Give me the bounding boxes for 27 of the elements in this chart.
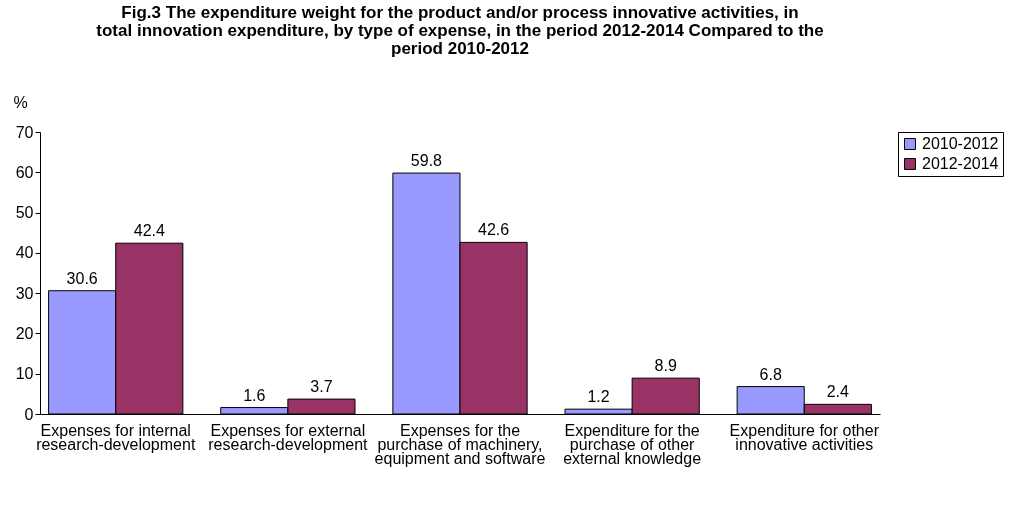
y-tick-label: 40 — [15, 244, 34, 262]
data-label: 3.7 — [310, 378, 333, 396]
data-label: 30.6 — [66, 269, 98, 287]
y-tick-label: 50 — [15, 204, 34, 222]
y-tick-label: 20 — [15, 324, 34, 342]
x-tick-label: Expenditure for the purchase of other external knowledge — [563, 421, 702, 467]
y-tick-label: 30 — [15, 284, 34, 302]
y-tick-label: 0 — [24, 405, 34, 423]
chart-title: Fig.3 The expenditure weight for the product and/or process innovative activities, in total innovation expenditure, by type of expense, in the period 2012-2014 Compared to the period 2010-2012 — [96, 3, 824, 58]
y-tick-label: 60 — [15, 163, 34, 181]
data-label: 6.8 — [759, 365, 782, 383]
data-label: 1.2 — [587, 388, 610, 406]
legend-label: 2012-2014 — [922, 155, 999, 172]
data-label: 59.8 — [410, 152, 443, 170]
y-tick-label: 10 — [15, 365, 34, 383]
y-axis-title: % — [13, 93, 28, 111]
data-label: 2.4 — [826, 383, 850, 401]
x-tick-label: Expenditure for other innovative activities — [729, 421, 880, 453]
x-tick-label: Expenses for the purchase of machinery, equipment and software — [374, 421, 546, 467]
data-label: 1.6 — [243, 386, 266, 404]
x-tick-label: Expenses for internal research-development — [36, 421, 196, 453]
legend-label: 2010-2012 — [922, 135, 999, 152]
x-tick-label: Expenses for external research-development — [208, 421, 369, 453]
y-tick-label: 70 — [15, 123, 34, 141]
data-label: 42.6 — [478, 221, 510, 239]
data-label: 8.9 — [654, 357, 677, 375]
data-label: 42.4 — [133, 222, 165, 240]
